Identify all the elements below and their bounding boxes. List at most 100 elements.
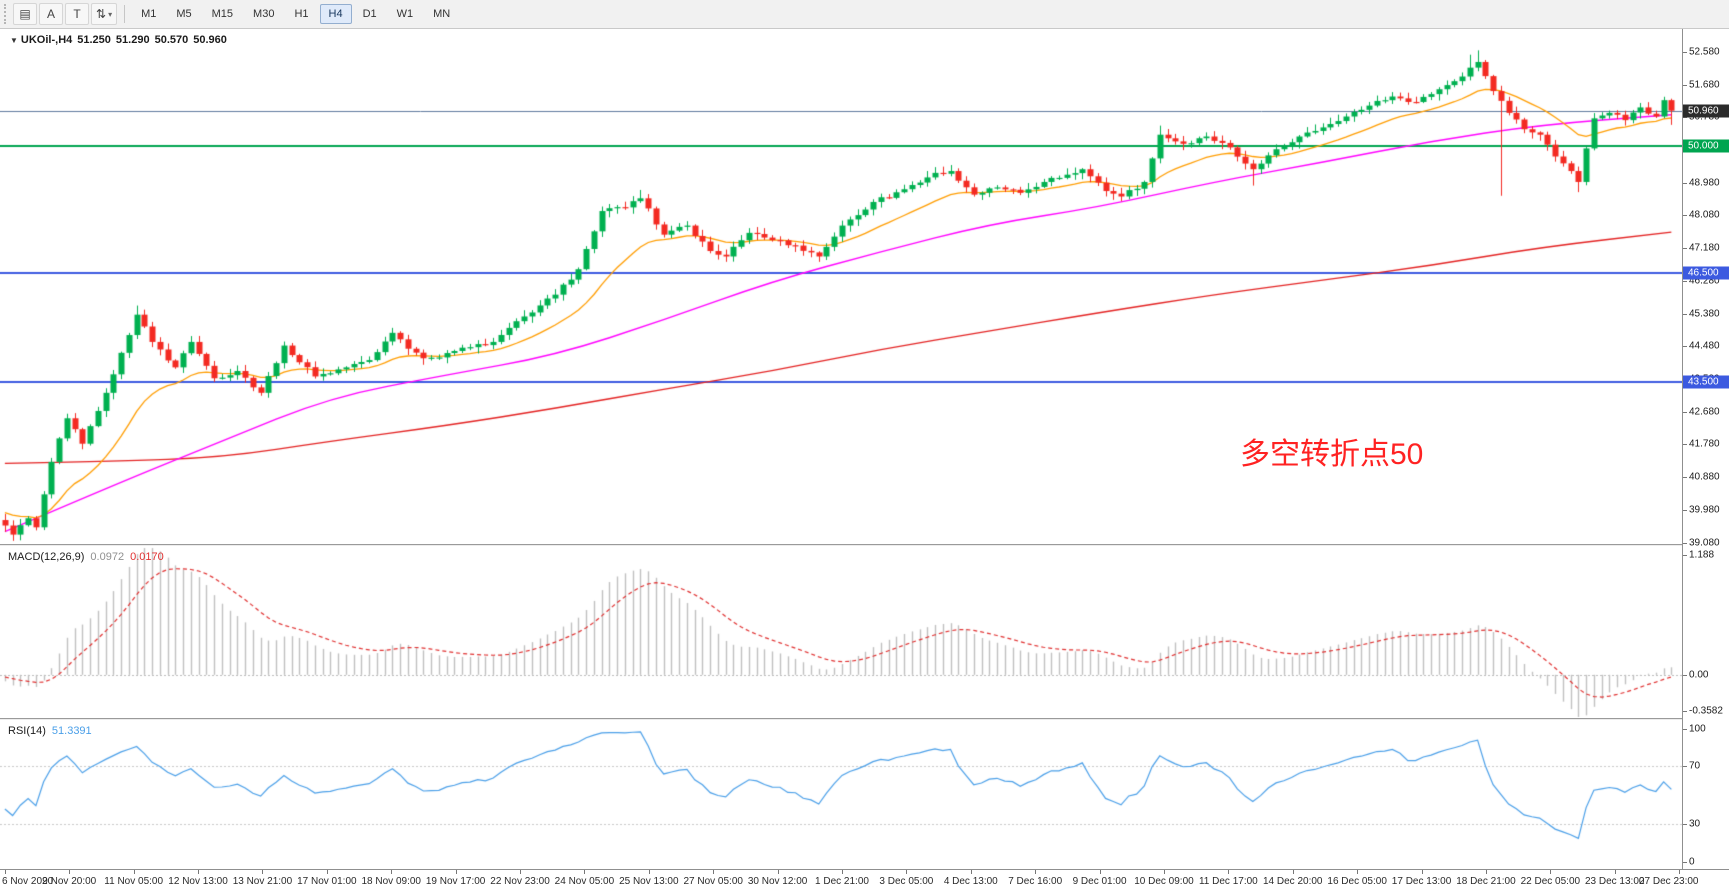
time-axis-tick	[1550, 870, 1551, 874]
time-axis-label: 9 Dec 01:00	[1072, 876, 1127, 887]
time-axis-tick	[69, 870, 70, 874]
time-axis-label: 22 Dec 05:00	[1520, 876, 1581, 887]
axis-tick	[1683, 862, 1687, 863]
axis-tick	[1683, 444, 1687, 445]
time-axis-tick	[1422, 870, 1423, 874]
time-axis-tick	[1228, 870, 1229, 874]
toolbar-drag-handle[interactable]	[4, 4, 9, 24]
time-axis-tick	[778, 870, 779, 874]
time-axis-tick	[134, 870, 135, 874]
axis-tick-label: 51.680	[1689, 79, 1720, 91]
rsi-indicator-label: RSI(14) 51.3391	[8, 725, 98, 737]
quote-close: 50.960	[193, 34, 227, 46]
time-axis-label: 17 Dec 13:00	[1391, 876, 1452, 887]
time-axis-label: 11 Dec 17:00	[1198, 876, 1258, 887]
current-price-tag: 50.960	[1683, 104, 1729, 118]
symbol-dropdown-icon[interactable]: ▼	[10, 36, 18, 45]
time-axis-tick	[842, 870, 843, 874]
time-axis-label: 1 Dec 21:00	[815, 876, 869, 887]
axis-tick-label: 39.080	[1689, 537, 1720, 549]
panel-separator-macd[interactable]	[0, 544, 1729, 546]
timeframe-button-m30[interactable]: M30	[253, 8, 275, 20]
axis-tick-label: 48.080	[1689, 209, 1720, 221]
quote-open: 51.250	[77, 34, 111, 46]
axis-tick-label: 1.188	[1689, 549, 1715, 561]
chart-annotation-text[interactable]: 多空转折点50	[1240, 438, 1424, 471]
objects-arrange-tool-icon: ⇅	[96, 7, 107, 21]
axis-tick-label: 44.480	[1689, 340, 1720, 352]
panel-separator-rsi[interactable]	[0, 718, 1729, 720]
timeframe-button-m5[interactable]: M5	[176, 8, 192, 20]
timeframe-button-h4[interactable]: H4	[319, 4, 352, 24]
chart-canvas[interactable]	[0, 29, 1682, 869]
axis-tick	[1683, 248, 1687, 249]
axis-tick	[1683, 85, 1687, 86]
level-43.500-tag: 43.500	[1683, 375, 1729, 389]
time-axis-label: 12 Nov 13:00	[168, 876, 228, 887]
time-axis-tick	[1164, 870, 1165, 874]
time-axis-label: 16 Dec 05:00	[1327, 876, 1387, 887]
time-axis-tick	[198, 870, 199, 874]
axis-tick-label: 47.180	[1689, 242, 1720, 254]
toolbar: ▤ A T ⇅ ▾ M1 M5 M15 M30 H1 H4 D1 W1 MN	[0, 0, 1729, 29]
macd-indicator-label: MACD(12,26,9) 0.0972 0.0170	[8, 551, 170, 563]
axis-tick-label: 42.680	[1689, 406, 1720, 418]
time-axis-label: 30 Nov 12:00	[747, 876, 808, 887]
time-axis-tick	[327, 870, 328, 874]
axis-tick-label: -0.3582	[1689, 705, 1723, 717]
time-axis-label: 27 Nov 05:00	[683, 876, 743, 887]
text-label-t-tool-button[interactable]: T	[65, 3, 89, 25]
time-axis-tick	[1035, 870, 1036, 874]
time-axis[interactable]: 6 Nov 2020 9 Nov 20:00 11 Nov 05:00 12 Nov …	[0, 869, 1729, 896]
time-axis-label: 6 Nov 2020	[2, 876, 54, 887]
timeframe-button-d1[interactable]: D1	[362, 8, 377, 20]
timeframe-button-m15[interactable]: M15	[211, 8, 234, 20]
timeframe-button-w1[interactable]: W1	[396, 8, 414, 20]
axis-tick	[1683, 215, 1687, 216]
timeframe-button-mn[interactable]: MN	[433, 8, 451, 20]
timeframe-button-h1[interactable]: H1	[294, 8, 309, 20]
price-axis[interactable]: 52.58051.68050.78049.88048.98048.08047.1…	[1682, 29, 1729, 869]
axis-tick-label: 0.00	[1689, 669, 1709, 681]
time-axis-label: 11 Nov 05:00	[104, 876, 164, 887]
axis-tick-label: 100	[1689, 723, 1706, 735]
time-axis-tick	[391, 870, 392, 874]
time-axis-label: 7 Dec 16:00	[1008, 876, 1063, 887]
axis-tick-label: 46.280	[1689, 275, 1720, 287]
charts-grid-tool-button[interactable]: ▤	[13, 3, 37, 25]
time-axis-tick	[1293, 870, 1294, 874]
time-axis-tick	[5, 870, 6, 874]
time-axis-label: 24 Nov 05:00	[554, 876, 615, 887]
timeframe-button-m1[interactable]: M1	[141, 8, 157, 20]
time-axis-tick	[1615, 870, 1616, 874]
quote-low: 50.570	[154, 34, 189, 46]
axis-tick-label: 0	[1689, 856, 1695, 868]
time-axis-label: 22 Nov 23:00	[490, 876, 550, 887]
axis-tick	[1683, 766, 1687, 767]
time-axis-tick	[713, 870, 714, 874]
time-axis-tick	[1357, 870, 1358, 874]
text-label-t-tool-icon: T	[73, 7, 81, 21]
axis-tick	[1683, 281, 1687, 282]
time-axis-label: 4 Dec 13:00	[943, 876, 998, 887]
time-axis-label: 27 Dec 23:00	[1639, 876, 1699, 887]
axis-tick-label: 40.880	[1689, 471, 1720, 483]
time-axis-label: 23 Dec 13:00	[1584, 876, 1645, 887]
time-axis-tick	[1100, 870, 1101, 874]
axis-tick	[1683, 729, 1687, 730]
axis-tick-label: 41.780	[1689, 438, 1720, 450]
objects-arrange-tool-button[interactable]: ⇅ ▾	[91, 3, 118, 25]
macd-value-signal: 0.0170	[130, 551, 164, 563]
axis-tick	[1683, 412, 1687, 413]
time-axis-label: 25 Nov 13:00	[619, 876, 679, 887]
symbol-period-label: UKOil-,H4	[20, 34, 73, 46]
time-axis-label: 19 Nov 17:00	[425, 876, 486, 887]
text-label-a-tool-button[interactable]: A	[39, 3, 63, 25]
axis-tick	[1683, 52, 1687, 53]
rsi-value: 51.3391	[51, 725, 92, 737]
axis-tick	[1683, 543, 1687, 544]
axis-tick	[1683, 510, 1687, 511]
axis-tick	[1683, 555, 1687, 556]
macd-name: MACD(12,26,9)	[8, 551, 85, 563]
chart-workspace: ▼ UKOil-,H4 51.250 51.290 50.570 50.960 多空转折点…	[0, 29, 1729, 869]
